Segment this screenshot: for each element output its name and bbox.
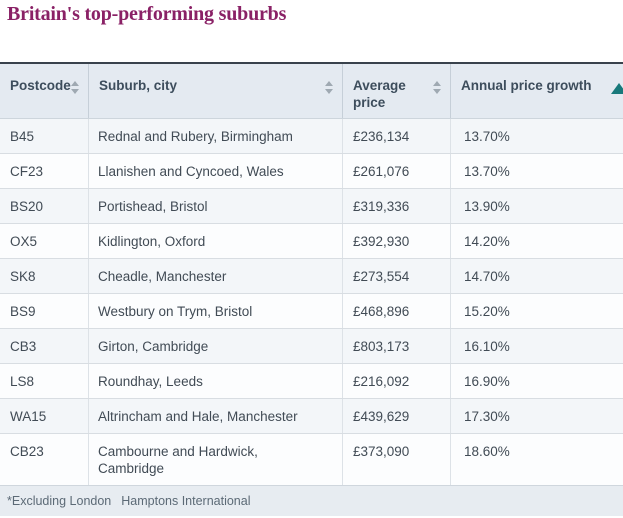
table-row: CF23 Llanishen and Cyncoed, Wales £261,076… bbox=[0, 153, 623, 188]
column-header-annual-price-growth[interactable]: Annual price growth bbox=[450, 64, 623, 118]
price-growth-cell: 17.30% bbox=[450, 399, 623, 433]
table-row: OX5 Kidlington, Oxford £392,930 14.20% bbox=[0, 223, 623, 258]
price-growth-cell: 13.70% bbox=[450, 154, 623, 188]
postcode-cell: CB3 bbox=[10, 339, 37, 354]
table-row: CB3 Girton, Cambridge £803,173 16.10% bbox=[0, 328, 623, 363]
active-sort-ascending-icon[interactable] bbox=[611, 83, 623, 94]
table-row: WA15 Altrincham and Hale, Manchester £439,… bbox=[0, 398, 623, 433]
table-row: CB23 Cambourne and Hardwick, Cambridge £37… bbox=[0, 433, 623, 485]
postcode-cell: CF23 bbox=[10, 164, 44, 179]
average-price-cell: £439,629 bbox=[342, 399, 450, 433]
average-price-cell: £392,930 bbox=[342, 224, 450, 258]
postcode-cell: OX5 bbox=[10, 234, 38, 249]
price-growth-cell: 18.60% bbox=[450, 434, 623, 485]
postcode-cell: SK8 bbox=[10, 269, 36, 284]
table-body: B45 Rednal and Rubery, Birmingham £236,134… bbox=[0, 118, 623, 485]
average-price-cell: £468,896 bbox=[342, 294, 450, 328]
price-growth-cell: 14.70% bbox=[450, 259, 623, 293]
column-header-average-price[interactable]: Average price bbox=[342, 64, 450, 118]
data-table: Postcode Suburb, city Average price Annu… bbox=[0, 62, 623, 516]
table-row: LS8 Roundhay, Leeds £216,092 16.90% bbox=[0, 363, 623, 398]
postcode-cell: BS9 bbox=[10, 304, 36, 319]
suburb-city-cell: Altrincham and Hale, Manchester bbox=[88, 399, 342, 433]
table-row: B45 Rednal and Rubery, Birmingham £236,134… bbox=[0, 118, 623, 153]
postcode-cell: B45 bbox=[10, 129, 35, 144]
column-header-label: Average price bbox=[353, 78, 406, 110]
average-price-cell: £261,076 bbox=[342, 154, 450, 188]
column-header-suburb-city[interactable]: Suburb, city bbox=[88, 64, 342, 118]
suburb-city-cell: Portishead, Bristol bbox=[88, 189, 342, 223]
price-growth-cell: 13.70% bbox=[450, 119, 623, 153]
column-header-label: Postcode bbox=[10, 78, 71, 93]
suburb-city-cell: Llanishen and Cyncoed, Wales bbox=[88, 154, 342, 188]
suburb-city-cell: Westbury on Trym, Bristol bbox=[88, 294, 342, 328]
price-growth-cell: 14.20% bbox=[450, 224, 623, 258]
average-price-cell: £803,173 bbox=[342, 329, 450, 363]
average-price-cell: £216,092 bbox=[342, 364, 450, 398]
average-price-cell: £373,090 bbox=[342, 434, 450, 485]
postcode-cell: CB23 bbox=[10, 444, 44, 459]
column-header-label: Suburb, city bbox=[99, 78, 178, 93]
average-price-cell: £236,134 bbox=[342, 119, 450, 153]
source-credit: Hamptons International bbox=[121, 494, 251, 508]
table-row: BS9 Westbury on Trym, Bristol £468,896 15.2… bbox=[0, 293, 623, 328]
table-footer: *Excluding London Hamptons International bbox=[0, 485, 623, 516]
footnote: *Excluding London bbox=[7, 494, 112, 508]
table-header-row: Postcode Suburb, city Average price Annu… bbox=[0, 62, 623, 118]
price-growth-cell: 15.20% bbox=[450, 294, 623, 328]
column-header-postcode[interactable]: Postcode bbox=[0, 64, 88, 118]
sort-arrows-icon bbox=[433, 81, 441, 94]
suburb-city-cell: Kidlington, Oxford bbox=[88, 224, 342, 258]
price-growth-cell: 13.90% bbox=[450, 189, 623, 223]
suburb-city-cell: Roundhay, Leeds bbox=[88, 364, 342, 398]
average-price-cell: £319,336 bbox=[342, 189, 450, 223]
page-title: Britain's top-performing suburbs bbox=[7, 3, 287, 25]
sort-arrows-icon bbox=[71, 81, 79, 94]
postcode-cell: LS8 bbox=[10, 374, 35, 389]
suburb-city-cell: Girton, Cambridge bbox=[88, 329, 342, 363]
price-growth-cell: 16.90% bbox=[450, 364, 623, 398]
suburb-city-cell: Cheadle, Manchester bbox=[88, 259, 342, 293]
column-header-label: Annual price growth bbox=[461, 78, 592, 93]
table-row: BS20 Portishead, Bristol £319,336 13.90% bbox=[0, 188, 623, 223]
suburb-city-cell: Cambourne and Hardwick, Cambridge bbox=[88, 434, 342, 485]
postcode-cell: BS20 bbox=[10, 199, 44, 214]
price-growth-cell: 16.10% bbox=[450, 329, 623, 363]
average-price-cell: £273,554 bbox=[342, 259, 450, 293]
sort-arrows-icon bbox=[325, 81, 333, 94]
postcode-cell: WA15 bbox=[10, 409, 47, 424]
suburb-city-cell: Rednal and Rubery, Birmingham bbox=[88, 119, 342, 153]
table-row: SK8 Cheadle, Manchester £273,554 14.70% bbox=[0, 258, 623, 293]
